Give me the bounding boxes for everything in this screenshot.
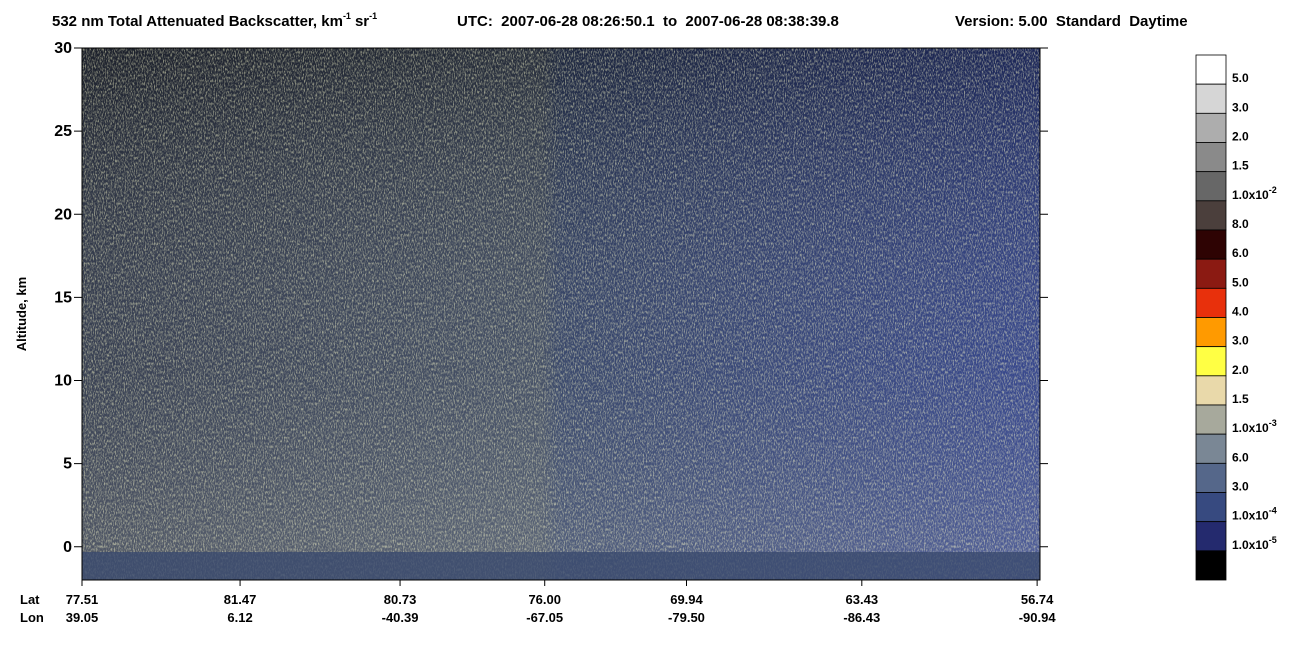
- chart-title: 532 nm Total Attenuated Backscatter, km-…: [52, 11, 377, 30]
- colorbar-label-exp: -2: [1269, 185, 1277, 195]
- curtain-noise: [82, 48, 1040, 580]
- colorbar-label: 1.0x10-4: [1232, 506, 1277, 523]
- colorbar-label-base: 1.0x10: [1232, 538, 1269, 552]
- colorbar-swatch: [1195, 258, 1227, 289]
- colorbar-label: 1.0x10-3: [1232, 418, 1277, 435]
- colorbar-label: 1.0x10-5: [1232, 535, 1277, 552]
- colorbar-label: 8.0: [1232, 217, 1249, 231]
- x-tick-lat: 56.74: [1021, 592, 1054, 607]
- colorbar-swatch: [1195, 54, 1227, 85]
- colorbar-label: 3.0: [1232, 334, 1249, 348]
- colorbar-swatch: [1195, 433, 1227, 464]
- x-tick-lon: -40.39: [382, 610, 419, 625]
- y-tick-label: 20: [54, 206, 72, 223]
- title-part: 532 nm Total Attenuated Backscatter, km: [52, 13, 343, 30]
- colorbar-swatch: [1195, 317, 1227, 348]
- title-superscript: -1: [343, 11, 351, 21]
- colorbar-swatch: [1195, 521, 1227, 552]
- y-tick-label: 25: [54, 123, 72, 140]
- x-row-label: Lat: [20, 592, 40, 607]
- y-tick-label: 10: [54, 373, 72, 390]
- x-tick-lat: 77.51: [66, 592, 99, 607]
- colorbar-swatch: [1195, 404, 1227, 435]
- plot-area: [82, 48, 1040, 580]
- colorbar-swatch: [1195, 229, 1227, 260]
- y-tick-label: 15: [54, 289, 72, 306]
- colorbar-label: 6.0: [1232, 450, 1249, 464]
- x-tick-lon: -86.43: [843, 610, 880, 625]
- colorbar-label: 4.0: [1232, 305, 1249, 319]
- colorbar-label: 3.0: [1232, 480, 1249, 494]
- colorbar-swatch: [1195, 83, 1227, 114]
- colorbar-swatch: [1195, 112, 1227, 143]
- colorbar-label: 2.0: [1232, 363, 1249, 377]
- colorbar-swatch: [1195, 346, 1227, 377]
- title-part: sr: [355, 13, 369, 30]
- plot-frame: [81, 47, 1041, 581]
- colorbar-swatch: [1195, 171, 1227, 202]
- colorbar-swatch: [1195, 200, 1227, 231]
- colorbar-swatch: [1195, 142, 1227, 173]
- colorbar-label-exp: -3: [1269, 418, 1277, 428]
- chart-subtitle: UTC: 2007-06-28 08:26:50.1 to 2007-06-28…: [457, 13, 839, 30]
- y-tick-label: 0: [63, 539, 72, 556]
- colorbar-label: 1.5: [1232, 159, 1249, 173]
- colorbar-label-base: 1.0x10: [1232, 509, 1269, 523]
- colorbar-swatch: [1195, 375, 1227, 406]
- colorbar-label: 5.0: [1232, 275, 1249, 289]
- colorbar-swatch: [1195, 550, 1227, 581]
- colorbar-label-base: 1.0x10: [1232, 421, 1269, 435]
- y-tick-label: 5: [63, 456, 72, 473]
- x-tick-lon: 39.05: [66, 610, 99, 625]
- colorbar-label: 2.0: [1232, 130, 1249, 144]
- y-axis-label: Altitude, km: [14, 277, 29, 351]
- x-tick-lon: -67.05: [526, 610, 563, 625]
- colorbar-label: 5.0: [1232, 71, 1249, 85]
- y-tick-label: 30: [54, 40, 72, 57]
- x-tick-lat: 63.43: [846, 592, 879, 607]
- x-tick-lon: 6.12: [227, 610, 252, 625]
- x-tick-lat: 80.73: [384, 592, 417, 607]
- colorbar-label: 3.0: [1232, 100, 1249, 114]
- colorbar-label: 6.0: [1232, 246, 1249, 260]
- subsurface: [82, 552, 1040, 580]
- colorbar-label: 1.0x10-2: [1232, 185, 1277, 202]
- x-tick-lat: 76.00: [528, 592, 561, 607]
- colorbar-swatch: [1195, 287, 1227, 318]
- x-tick-lat: 69.94: [670, 592, 703, 607]
- title-superscript: -1: [369, 11, 377, 21]
- x-row-label: Lon: [20, 610, 44, 625]
- colorbar-label-exp: -4: [1269, 506, 1277, 516]
- version-label: Version: 5.00 Standard Daytime: [955, 13, 1188, 30]
- x-tick-lat: 81.47: [224, 592, 257, 607]
- colorbar-swatch: [1195, 462, 1227, 493]
- x-tick-lon: -90.94: [1019, 610, 1057, 625]
- x-tick-lon: -79.50: [668, 610, 705, 625]
- colorbar-label: 1.5: [1232, 392, 1249, 406]
- colorbar-swatch: [1195, 492, 1227, 523]
- colorbar-label-base: 1.0x10: [1232, 188, 1269, 202]
- colorbar-label-exp: -5: [1269, 535, 1277, 545]
